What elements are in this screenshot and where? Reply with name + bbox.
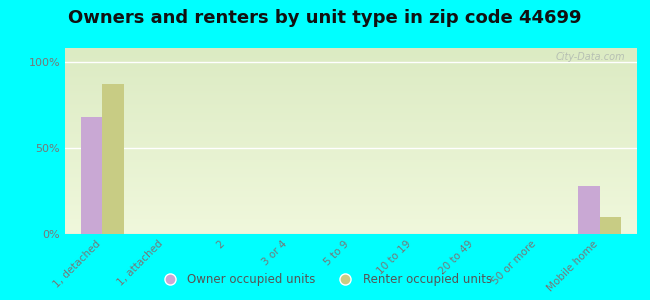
- Bar: [102, 84, 124, 234]
- Bar: [578, 186, 600, 234]
- Text: City-Data.com: City-Data.com: [556, 52, 625, 62]
- Legend: Owner occupied units, Renter occupied units: Owner occupied units, Renter occupied un…: [153, 269, 497, 291]
- Bar: [81, 117, 102, 234]
- Bar: [600, 217, 621, 234]
- Text: Owners and renters by unit type in zip code 44699: Owners and renters by unit type in zip c…: [68, 9, 582, 27]
